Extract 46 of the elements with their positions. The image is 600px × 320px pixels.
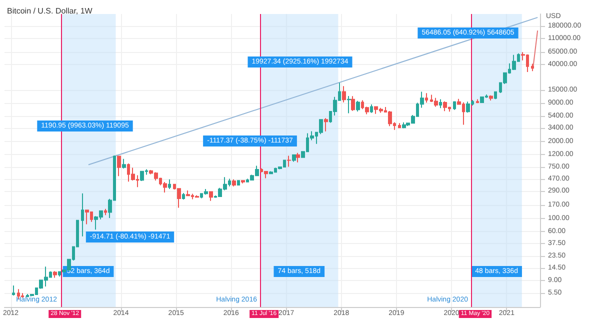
candlestick [370, 104, 373, 114]
candlestick [287, 155, 291, 168]
candlestick [269, 170, 273, 174]
candlestick [186, 190, 190, 197]
candlestick [296, 152, 300, 163]
candlestick [122, 158, 126, 170]
candlestick [12, 284, 15, 296]
candlestick [168, 178, 171, 190]
candlestick [434, 97, 438, 108]
candlestick [466, 101, 470, 114]
candlestick [324, 118, 328, 132]
candlestick [53, 270, 57, 278]
candlestick [140, 170, 144, 182]
candlestick [81, 192, 84, 237]
candlestick [388, 110, 392, 127]
candlestick [425, 92, 428, 104]
candlestick [512, 54, 516, 71]
candlestick [402, 122, 406, 129]
candlestick [85, 209, 89, 225]
candlestick [356, 100, 360, 112]
candlestick [209, 191, 213, 202]
candlestick [292, 154, 296, 162]
candlestick [531, 63, 534, 72]
candlestick [195, 194, 199, 198]
candlestick [204, 188, 208, 196]
candlestick [163, 181, 167, 194]
candlestick [489, 94, 493, 101]
candlestick [117, 155, 121, 177]
candlestick [177, 188, 181, 208]
candlestick [443, 100, 447, 112]
candlestick [439, 98, 442, 109]
candlestick [398, 122, 401, 129]
candlestick [453, 100, 456, 110]
candlestick [347, 95, 351, 114]
candlestick [342, 86, 346, 103]
candlestick [237, 180, 240, 186]
candlestick [351, 96, 355, 112]
candlestick [241, 180, 245, 184]
candlestick [182, 192, 185, 200]
chart-title: Bitcoin / U.S. Dollar, 1W [7, 6, 93, 16]
candlestick [480, 96, 484, 104]
candlestick [264, 170, 268, 179]
candlestick [104, 208, 107, 216]
candlestick [232, 178, 236, 187]
candlestick [476, 98, 479, 104]
candlestick [494, 90, 497, 100]
